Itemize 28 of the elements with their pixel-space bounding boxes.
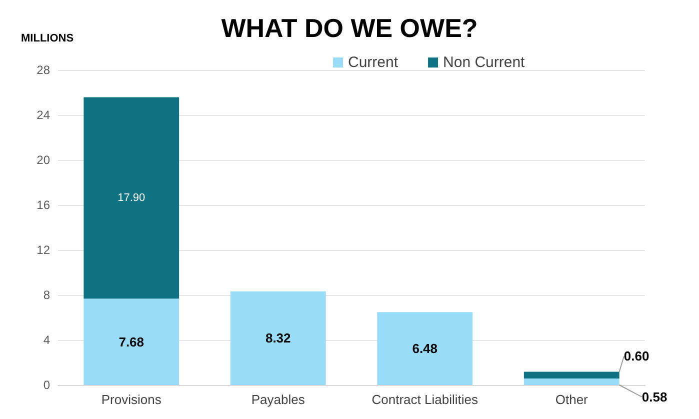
bar <box>524 372 620 378</box>
bar <box>524 378 620 385</box>
y-tick-label: 24 <box>36 108 50 122</box>
y-tick-label: 28 <box>36 63 50 77</box>
x-tick-label: Payables <box>251 392 306 407</box>
y-tick-label: 20 <box>36 153 50 167</box>
bar <box>230 291 326 385</box>
data-label: 7.68 <box>118 334 144 350</box>
x-tick-label: Other <box>555 392 589 407</box>
data-label: 8.32 <box>265 330 291 346</box>
y-tick-label: 12 <box>36 243 50 257</box>
bar <box>377 312 473 385</box>
data-label: 0.60 <box>624 348 650 364</box>
legend-label: Non Current <box>443 54 526 71</box>
data-label: 0.58 <box>642 389 668 404</box>
bar <box>84 97 180 299</box>
x-tick-label: Provisions <box>101 392 162 407</box>
data-label: 17.90 <box>118 192 146 204</box>
bar <box>84 298 180 385</box>
data-label: 6.48 <box>412 341 438 356</box>
y-tick-label: 0 <box>43 378 50 392</box>
y-axis-title: MILLIONS <box>21 32 74 44</box>
chart-title: WHAT DO WE OWE? <box>221 13 478 43</box>
y-tick-label: 4 <box>43 333 50 347</box>
x-tick-label: Contract Liabilities <box>372 392 478 407</box>
y-tick-label: 16 <box>36 198 50 212</box>
y-tick-label: 8 <box>43 288 50 302</box>
legend-label: Current <box>348 54 399 71</box>
